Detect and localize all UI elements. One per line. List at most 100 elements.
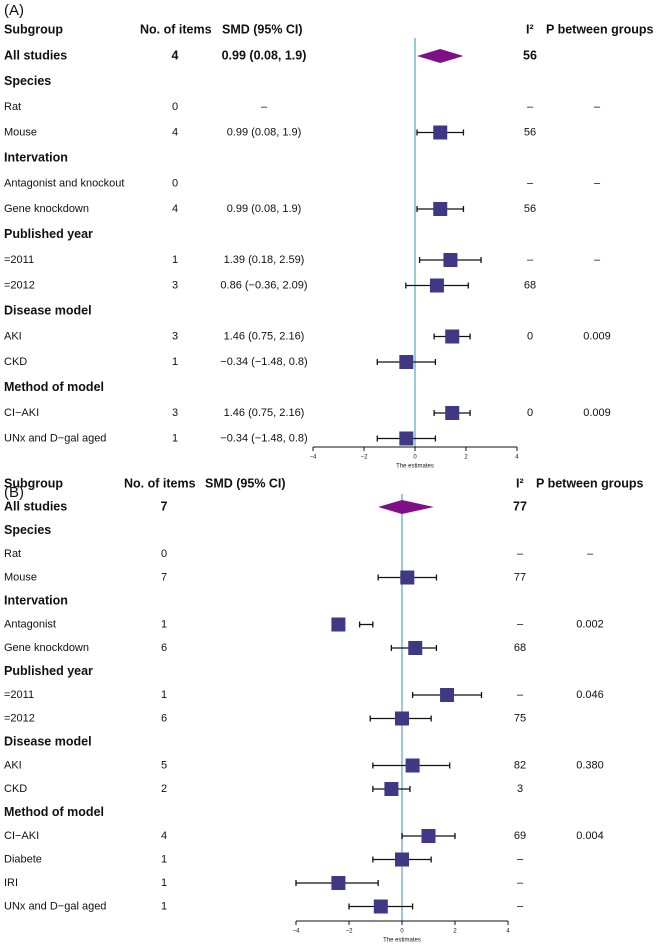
row-items: 4 xyxy=(172,203,178,215)
row-i2: – xyxy=(517,689,524,701)
row-label: Gene knockdown xyxy=(4,642,89,654)
point-estimate xyxy=(445,406,460,420)
row-label: All studies xyxy=(4,48,67,62)
row-items: 3 xyxy=(172,330,178,342)
point-estimate xyxy=(443,253,458,267)
panel-label: (B) xyxy=(4,484,24,501)
header-i2: I² xyxy=(526,22,534,36)
x-tick-label: 2 xyxy=(453,929,457,935)
row-items: 1 xyxy=(172,254,178,266)
point-estimate xyxy=(399,355,414,369)
point-estimate xyxy=(429,278,444,293)
row-p: 0.002 xyxy=(576,618,604,630)
row-smd: 1.39 (0.18, 2.59) xyxy=(224,254,305,266)
row-i2: – xyxy=(527,101,534,113)
row-smd: −0.34 (−1.48, 0.8) xyxy=(220,432,307,444)
row-i2: 56 xyxy=(524,203,536,215)
row-smd: 0.99 (0.08, 1.9) xyxy=(227,203,302,215)
point-estimate xyxy=(373,899,388,914)
point-estimate xyxy=(433,202,448,216)
row-items: 6 xyxy=(161,642,167,654)
row-items: 1 xyxy=(172,356,178,368)
header-items: No. of items xyxy=(140,22,212,36)
header-smd: SMD (95% CI) xyxy=(222,22,303,36)
row-smd: −0.34 (−1.48, 0.8) xyxy=(220,356,307,368)
row-items: 3 xyxy=(172,407,178,419)
row-smd: 1.46 (0.75, 2.16) xyxy=(224,407,305,419)
row-i2: 77 xyxy=(513,499,527,513)
row-i2: 56 xyxy=(524,126,536,138)
row-label: Antagonist xyxy=(4,618,56,630)
row-label: =2012 xyxy=(4,279,35,291)
row-p: – xyxy=(594,177,601,189)
row-label: AKI xyxy=(4,330,22,342)
row-label: CKD xyxy=(4,356,27,368)
row-i2: – xyxy=(517,548,524,560)
row-items: 0 xyxy=(172,101,178,113)
row-items: 1 xyxy=(161,618,167,630)
group-heading: Intervation xyxy=(4,150,68,164)
row-label: =2011 xyxy=(4,254,34,266)
row-items: 1 xyxy=(161,689,167,701)
x-tick-label: 0 xyxy=(400,929,404,935)
row-i2: – xyxy=(517,853,524,865)
x-axis-label: The estimates xyxy=(396,464,434,470)
row-label: Diabete xyxy=(4,853,42,865)
group-heading: Method of model xyxy=(4,380,104,394)
point-estimate xyxy=(395,852,409,867)
point-estimate xyxy=(433,125,448,140)
row-smd: 0.86 (−0.36, 2.09) xyxy=(220,279,307,291)
row-items: 0 xyxy=(161,548,167,560)
row-label: CI−AKI xyxy=(4,830,39,842)
header-smd: SMD (95% CI) xyxy=(205,476,286,490)
group-heading: Disease model xyxy=(4,303,92,317)
row-i2: 82 xyxy=(514,759,526,771)
row-i2: – xyxy=(517,900,524,912)
row-i2: 68 xyxy=(514,642,526,654)
row-label: =2011 xyxy=(4,689,34,701)
row-items: 4 xyxy=(172,126,178,138)
row-i2: – xyxy=(527,177,534,189)
point-estimate xyxy=(331,617,346,632)
header-subgroup: Subgroup xyxy=(4,476,63,490)
header-p-between-groups: P between groups xyxy=(546,22,653,36)
row-i2: 69 xyxy=(514,830,526,842)
row-p: 0.009 xyxy=(583,330,611,342)
row-i2: – xyxy=(517,877,524,889)
row-label: UNx and D−gal aged xyxy=(4,432,106,444)
group-heading: Species xyxy=(4,523,51,537)
forest-plot-panel-a: (A) Subgroup No. of items SMD (95% CI) I² P … xyxy=(0,0,657,470)
header-items: No. of items xyxy=(124,476,196,490)
x-tick-label: 0 xyxy=(413,455,417,461)
row-p: – xyxy=(587,548,594,560)
point-estimate xyxy=(421,829,436,843)
row-label: Mouse xyxy=(4,126,37,138)
row-label: Gene knockdown xyxy=(4,203,89,215)
row-items: 7 xyxy=(161,571,167,583)
row-items: 7 xyxy=(161,499,168,513)
row-items: 1 xyxy=(161,900,167,912)
row-smd: – xyxy=(261,101,268,113)
group-heading: Disease model xyxy=(4,734,92,748)
x-tick-label: 2 xyxy=(464,455,468,461)
row-i2: 3 xyxy=(517,783,523,795)
row-label: =2012 xyxy=(4,712,35,724)
row-p: 0.009 xyxy=(583,407,611,419)
row-i2: 0 xyxy=(527,407,533,419)
group-heading: Published year xyxy=(4,227,93,241)
row-items: 0 xyxy=(172,177,178,189)
header-subgroup: Subgroup xyxy=(4,22,63,36)
point-estimate xyxy=(395,711,409,726)
x-tick-label: −4 xyxy=(293,929,301,935)
row-i2: 68 xyxy=(524,279,536,291)
row-label: All studies xyxy=(4,499,67,513)
x-tick-label: −2 xyxy=(346,929,354,935)
point-estimate xyxy=(399,431,414,446)
point-estimate xyxy=(331,876,346,890)
row-p: 0.380 xyxy=(576,759,604,771)
row-items: 6 xyxy=(161,712,167,724)
row-p: – xyxy=(594,254,601,266)
row-p: 0.046 xyxy=(576,689,604,701)
point-estimate xyxy=(400,570,415,585)
row-label: Rat xyxy=(4,101,21,113)
